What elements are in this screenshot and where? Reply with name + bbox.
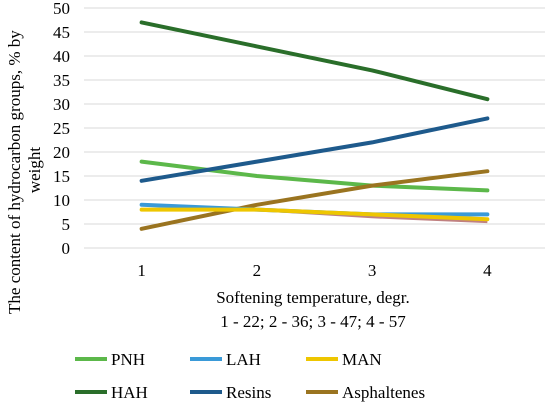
y-axis-title-line-1: The content of hydrocarbon groups, % by: [5, 30, 24, 314]
y-tick-labels: 0 5 10 15 20 25 30 35 40 45 50: [53, 0, 70, 258]
legend-label-resins: Resins: [226, 383, 271, 402]
x-tick-label: 1: [137, 261, 146, 280]
y-tick-label: 5: [62, 215, 71, 234]
series-line-resins: [139, 116, 490, 183]
y-tick-label: 45: [53, 23, 70, 42]
legend: PNH LAH MAN HAH Resins Asphaltenes: [75, 350, 425, 402]
y-tick-label: 40: [53, 47, 70, 66]
y-axis-title: The content of hydrocarbon groups, % by …: [5, 26, 44, 314]
y-tick-label: 30: [53, 95, 70, 114]
series-line-pnh: [139, 159, 490, 193]
y-tick-label: 10: [53, 191, 70, 210]
y-tick-label: 20: [53, 143, 70, 162]
legend-label-man: MAN: [342, 350, 382, 369]
x-axis-title-line-1: Softening temperature, degr.: [216, 288, 410, 307]
series-line-asphaltenes: [139, 169, 490, 231]
y-axis-title-line-2: weight: [25, 147, 44, 194]
series-line-hah: [139, 20, 490, 102]
legend-label-lah: LAH: [226, 350, 261, 369]
x-tick-label: 3: [368, 261, 377, 280]
y-tick-label: 35: [53, 71, 70, 90]
x-axis-title-line-2: 1 - 22; 2 - 36; 3 - 47; 4 - 57: [220, 312, 406, 331]
legend-label-pnh: PNH: [111, 350, 145, 369]
x-tick-labels: 1 2 3 4: [137, 261, 492, 280]
x-tick-label: 4: [483, 261, 492, 280]
y-tick-label: 50: [53, 0, 70, 18]
series-line-man: [139, 207, 490, 222]
y-tick-label: 0: [62, 239, 71, 258]
y-tick-label: 25: [53, 119, 70, 138]
series-lines: [139, 20, 490, 231]
legend-label-asphaltenes: Asphaltenes: [342, 383, 425, 402]
legend-label-hah: HAH: [111, 383, 148, 402]
x-tick-label: 2: [253, 261, 262, 280]
y-tick-label: 15: [53, 167, 70, 186]
